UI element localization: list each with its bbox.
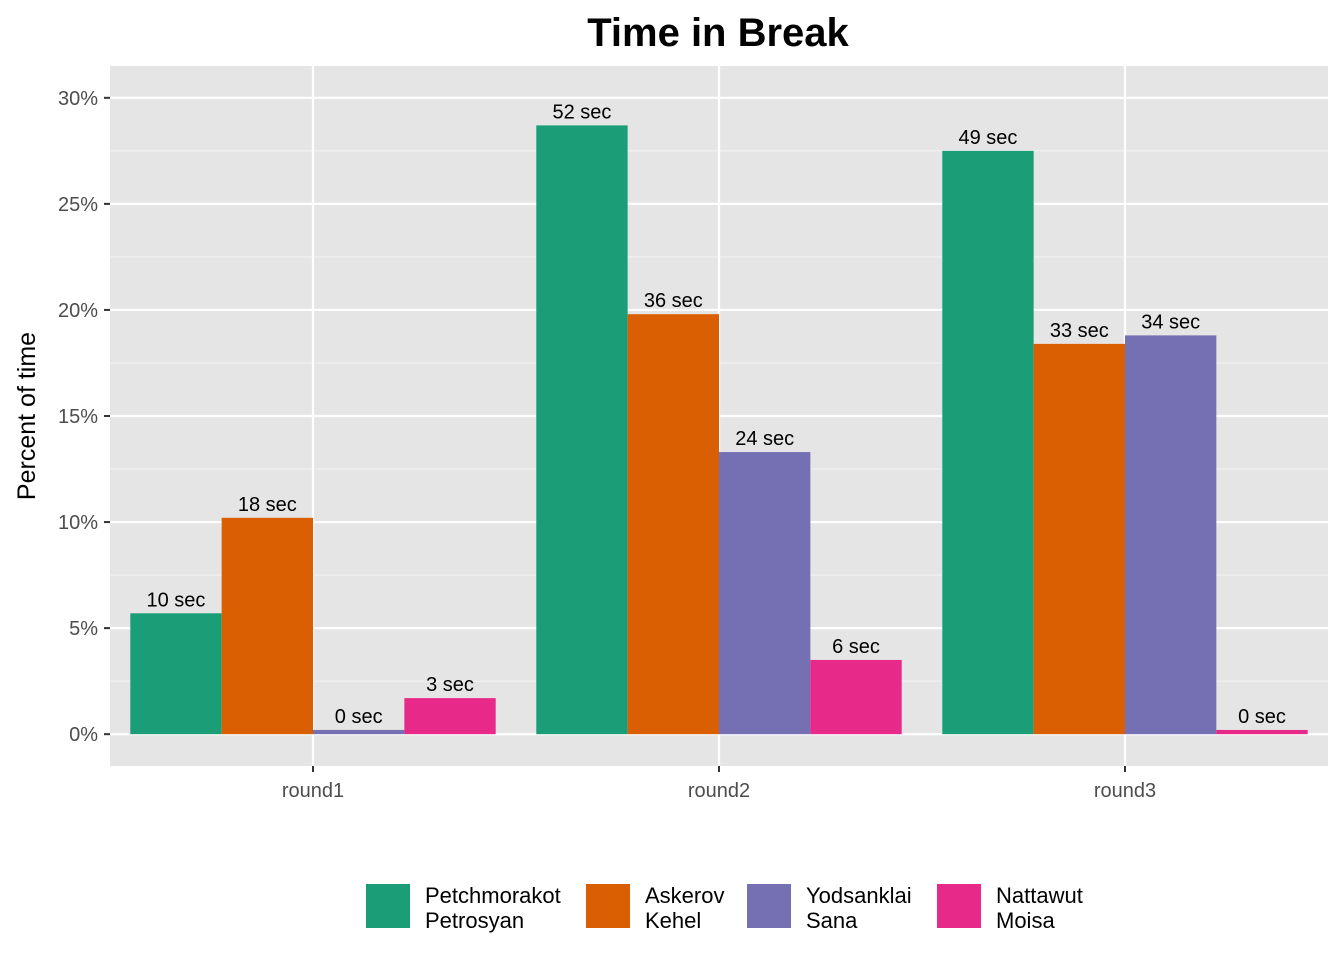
bar <box>810 659 902 735</box>
y-axis-title: Percent of time <box>13 332 41 500</box>
bar <box>1033 343 1125 735</box>
y-tick-label: 15% <box>58 406 98 428</box>
legend-label: Petchmorakot Petrosyan <box>425 883 561 933</box>
data-label: 6 sec <box>832 636 880 658</box>
data-labels-group: 10 sec 52 sec 49 sec 18 sec 36 sec 33 sec 0 se… <box>147 101 1286 728</box>
data-label: 10 sec <box>147 589 206 611</box>
data-label: 0 sec <box>335 706 383 728</box>
bar <box>1216 729 1308 735</box>
legend: Petchmorakot Petrosyan Askerov Kehel Yodsank… <box>366 883 1083 933</box>
data-label: 24 sec <box>735 428 794 450</box>
data-label: 34 sec <box>1141 311 1200 333</box>
y-tick-label: 25% <box>58 194 98 216</box>
bar <box>536 125 628 735</box>
data-label: 52 sec <box>553 101 612 123</box>
legend-label: Yodsanklai Sana <box>806 883 912 933</box>
y-tick-label: 5% <box>69 618 98 640</box>
data-label: 36 sec <box>644 290 703 312</box>
y-tick-label: 0% <box>69 724 98 746</box>
x-tick-label: round3 <box>1094 780 1156 802</box>
y-axis: 0% 5% 10% 15% 20% 25% 30% <box>58 88 110 746</box>
bar <box>130 613 222 735</box>
data-label: 18 sec <box>238 494 297 516</box>
x-tick-label: round1 <box>282 780 344 802</box>
bars-group <box>130 125 1308 735</box>
legend-label: Nattawut Moisa <box>996 883 1083 933</box>
y-tick-label: 20% <box>58 300 98 322</box>
bar <box>221 517 313 735</box>
chart-title: Time in Break <box>587 11 849 55</box>
data-label: 0 sec <box>1238 706 1286 728</box>
x-tick-label: round2 <box>688 780 750 802</box>
y-tick-label: 30% <box>58 88 98 110</box>
legend-key <box>937 884 981 928</box>
legend-label: Askerov Kehel <box>645 883 724 933</box>
y-tick-label: 10% <box>58 512 98 534</box>
bar <box>627 314 719 735</box>
bar <box>404 698 496 735</box>
legend-key <box>366 884 410 928</box>
bar <box>942 150 1034 735</box>
bar <box>719 452 811 735</box>
bar <box>1125 335 1217 735</box>
bar <box>313 729 405 735</box>
data-label: 49 sec <box>959 127 1018 149</box>
legend-key <box>586 884 630 928</box>
legend-key <box>747 884 791 928</box>
data-label: 3 sec <box>426 674 474 696</box>
data-label: 33 sec <box>1050 320 1109 342</box>
x-axis: round1 round2 round3 <box>282 766 1156 802</box>
